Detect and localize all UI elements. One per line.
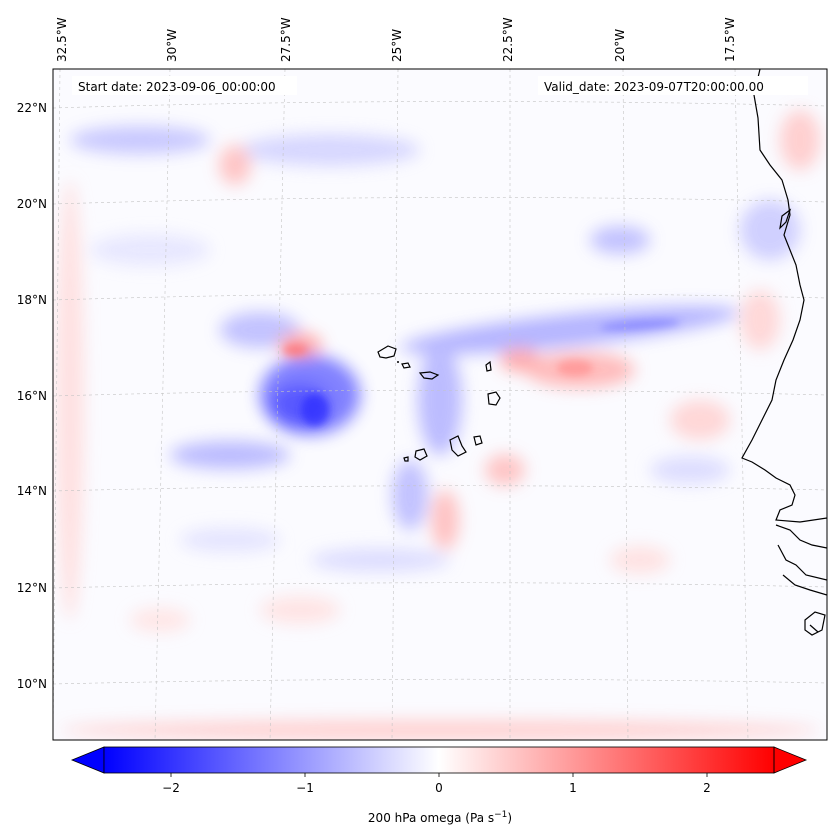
islet [397, 361, 399, 363]
colorbar-tick: 2 [703, 781, 711, 795]
island-maio [473, 435, 483, 446]
lat-label: 22°N [17, 101, 47, 115]
omega-field [56, 110, 820, 740]
island-boa-vista [487, 391, 501, 406]
colorbar-max-extend [773, 746, 808, 774]
lon-label: 17.5°W [723, 17, 737, 62]
africa-coastline [741, 69, 827, 523]
island-sal [485, 360, 492, 372]
colorbar-gradient [104, 747, 774, 773]
lon-label: 25°W [390, 29, 404, 62]
start-date-box [72, 76, 297, 95]
lat-label: 20°N [17, 197, 47, 211]
start-date-label: Start date: 2023-09-06_00:00:00 [78, 80, 276, 94]
lat-label: 18°N [17, 293, 47, 307]
colorbar: −2 −1 0 1 2 200 hPa omega (Pa s−1) [70, 746, 808, 825]
lon-label: 30°W [165, 29, 179, 62]
island-sao-vicente [401, 362, 411, 369]
colorbar-min-extend [70, 746, 105, 774]
lon-label: 20°W [613, 29, 627, 62]
lat-label: 10°N [17, 677, 47, 691]
lat-label: 12°N [17, 581, 47, 595]
lon-label: 22.5°W [501, 17, 515, 62]
lat-label: 14°N [17, 484, 47, 498]
lat-label: 16°N [17, 389, 47, 403]
colorbar-label: 200 hPa omega (Pa s−1) [368, 810, 512, 825]
lon-label: 32.5°W [55, 17, 69, 62]
lon-label: 27.5°W [279, 17, 293, 62]
valid-date-label: Valid_date: 2023-09-07T20:00:00.00 [544, 80, 764, 94]
island-santo-antao [377, 345, 397, 359]
lon-tick-labels: 32.5°W 30°W 27.5°W 25°W 22.5°W 20°W 17.5… [55, 17, 737, 62]
island-santiago [449, 435, 467, 457]
valid-date-box [538, 76, 808, 95]
colorbar-tick: −1 [296, 781, 314, 795]
lat-tick-labels: 22°N 20°N 18°N 16°N 14°N 12°N 10°N [17, 101, 47, 691]
graticule [53, 69, 827, 740]
colorbar-tick: 0 [435, 781, 443, 795]
island-fogo [414, 448, 428, 461]
map-frame [52, 68, 828, 741]
colorbar-tick: −2 [162, 781, 180, 795]
colorbar-tick: 1 [569, 781, 577, 795]
island-brava [403, 456, 409, 462]
coastlines [377, 69, 827, 636]
island-sao-nicolau [418, 371, 440, 380]
